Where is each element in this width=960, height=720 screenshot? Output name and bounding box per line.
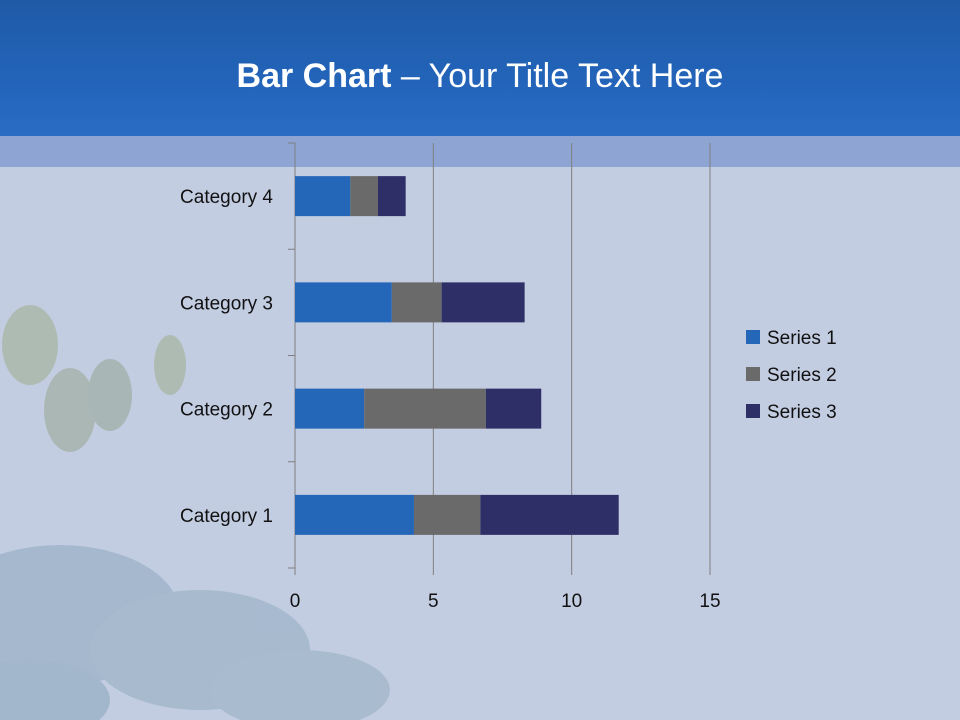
y-tick-label: Category 2 (180, 400, 273, 421)
bar-2-1 (413, 494, 481, 535)
legend-swatch (746, 330, 760, 344)
header-accent-band (0, 136, 960, 167)
y-tick-label: Category 3 (180, 293, 273, 314)
x-tick-label: 15 (699, 591, 720, 612)
bar-1-4 (295, 176, 351, 217)
bar-2-3 (391, 282, 442, 323)
bar-1-3 (295, 282, 392, 323)
bar-3-3 (441, 282, 525, 323)
y-tick-label: Category 1 (180, 506, 273, 527)
slide-title-bold: Bar Chart (236, 57, 392, 95)
slide-title: Bar Chart – Your Title Text Here (0, 52, 960, 100)
bar-3-4 (378, 176, 406, 217)
x-tick-label: 5 (428, 591, 439, 612)
bar-1-1 (295, 494, 414, 535)
legend-label: Series 2 (767, 365, 837, 386)
bar-3-2 (485, 388, 542, 429)
bars (295, 176, 619, 535)
title-header-bar (0, 0, 960, 136)
axis-labels: Category 1 Category 2 Category 3 Category 4… (180, 187, 721, 612)
legend-label: Series 1 (767, 328, 837, 349)
bar-2-4 (350, 176, 378, 217)
x-tick-label: 10 (561, 591, 582, 612)
legend-swatch (746, 404, 760, 418)
y-tick-label: Category 4 (180, 187, 273, 208)
slide-title-rest: Your Title Text Here (428, 57, 724, 95)
bar-3-1 (480, 494, 619, 535)
bar-1-2 (295, 388, 365, 429)
x-tick-label: 0 (290, 591, 301, 612)
legend-swatch (746, 367, 760, 381)
legend: Series 1 Series 2 Series 3 (746, 328, 837, 423)
slide-title-dash: – (391, 57, 429, 95)
bar-2-2 (364, 388, 486, 429)
legend-label: Series 3 (767, 402, 837, 423)
